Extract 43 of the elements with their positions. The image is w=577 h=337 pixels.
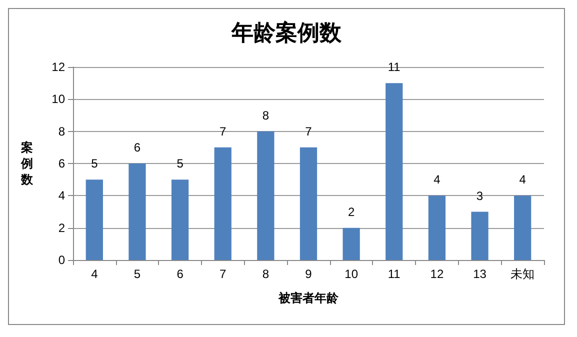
- x-axis-title: 被害者年龄: [278, 291, 340, 305]
- bar: [342, 228, 360, 260]
- x-tick-label: 10: [344, 267, 358, 281]
- data-label: 5: [176, 156, 184, 171]
- y-tick-label: 4: [58, 188, 66, 203]
- data-label: 3: [476, 188, 484, 203]
- data-label: 4: [434, 172, 441, 187]
- data-label: 6: [134, 140, 141, 154]
- bar: [514, 196, 532, 260]
- y-tick-label: 8: [58, 124, 66, 138]
- bar: [86, 180, 103, 260]
- bar: [257, 131, 274, 260]
- y-tick-label: 12: [52, 60, 66, 74]
- y-tick-label: 10: [52, 92, 66, 106]
- data-label: 11: [388, 60, 401, 74]
- data-label: 7: [220, 124, 227, 138]
- x-tick-label: 8: [262, 267, 270, 281]
- chart-title: 年龄案例数: [230, 20, 342, 46]
- x-tick-label: 12: [430, 267, 444, 281]
- x-tick-label: 11: [388, 267, 401, 281]
- data-label: 2: [348, 204, 355, 219]
- x-tick-label: 4: [91, 267, 98, 281]
- y-tick-label: 0: [58, 253, 66, 267]
- bar: [128, 164, 146, 260]
- bar: [214, 147, 232, 260]
- data-label: 4: [519, 172, 526, 187]
- x-tick-label: 9: [305, 267, 312, 281]
- data-label: 8: [262, 108, 270, 122]
- bar: [428, 196, 446, 260]
- x-tick-label: 6: [176, 267, 184, 281]
- x-tick-label: 5: [134, 267, 141, 281]
- y-axis-title: 案例数: [20, 140, 34, 186]
- bar: [471, 212, 488, 260]
- x-tick-label: 13: [473, 267, 487, 281]
- bar: [171, 180, 189, 260]
- data-label: 7: [305, 124, 312, 138]
- y-tick-label: 2: [58, 220, 66, 235]
- data-label: 5: [91, 156, 98, 171]
- y-tick-label: 6: [58, 156, 66, 170]
- bar: [386, 83, 403, 260]
- x-tick-label: 未知: [510, 267, 535, 281]
- bar: [300, 147, 318, 260]
- x-tick-label: 7: [220, 267, 227, 281]
